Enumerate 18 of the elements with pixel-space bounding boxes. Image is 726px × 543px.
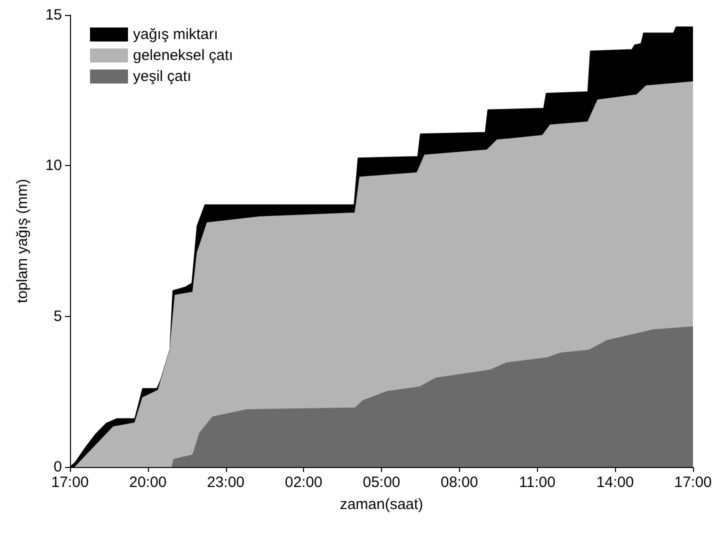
x-tick-label: 23:00 [206, 474, 245, 491]
y-tick-label: 5 [54, 308, 62, 325]
y-tick-label: 10 [45, 157, 62, 174]
x-tick-label: 20:00 [129, 474, 167, 491]
x-tick-label: 17:00 [51, 474, 89, 491]
x-tick-label: 05:00 [362, 474, 400, 491]
x-tick-label: 08:00 [440, 474, 478, 491]
legend-label: geleneksel çatı [133, 47, 234, 64]
x-axis-title: zaman(saat) [340, 496, 424, 513]
legend-label: yağış miktarı [133, 26, 218, 43]
x-tick-label: 14:00 [596, 474, 634, 491]
x-tick-label: 02:00 [284, 474, 322, 491]
y-axis-title: toplam yağış (mm) [14, 178, 31, 304]
x-tick-label: 11:00 [519, 474, 556, 491]
y-tick-label: 15 [45, 6, 62, 24]
y-tick-label: 0 [54, 458, 62, 476]
x-tick-label: 17:00 [674, 474, 712, 491]
legend-label: yeşil çatı [133, 68, 192, 85]
